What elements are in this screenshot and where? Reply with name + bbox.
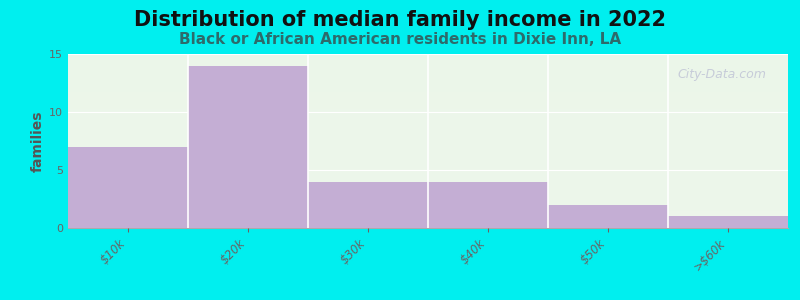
Text: City-Data.com: City-Data.com [678, 68, 766, 81]
Text: Black or African American residents in Dixie Inn, LA: Black or African American residents in D… [179, 32, 621, 47]
Bar [428, 182, 548, 228]
Bar [308, 182, 428, 228]
Bar [68, 147, 188, 228]
Bar [668, 216, 788, 228]
Bar [188, 66, 308, 228]
Text: Distribution of median family income in 2022: Distribution of median family income in … [134, 10, 666, 30]
Bar [548, 205, 668, 228]
Y-axis label: families: families [31, 110, 45, 172]
